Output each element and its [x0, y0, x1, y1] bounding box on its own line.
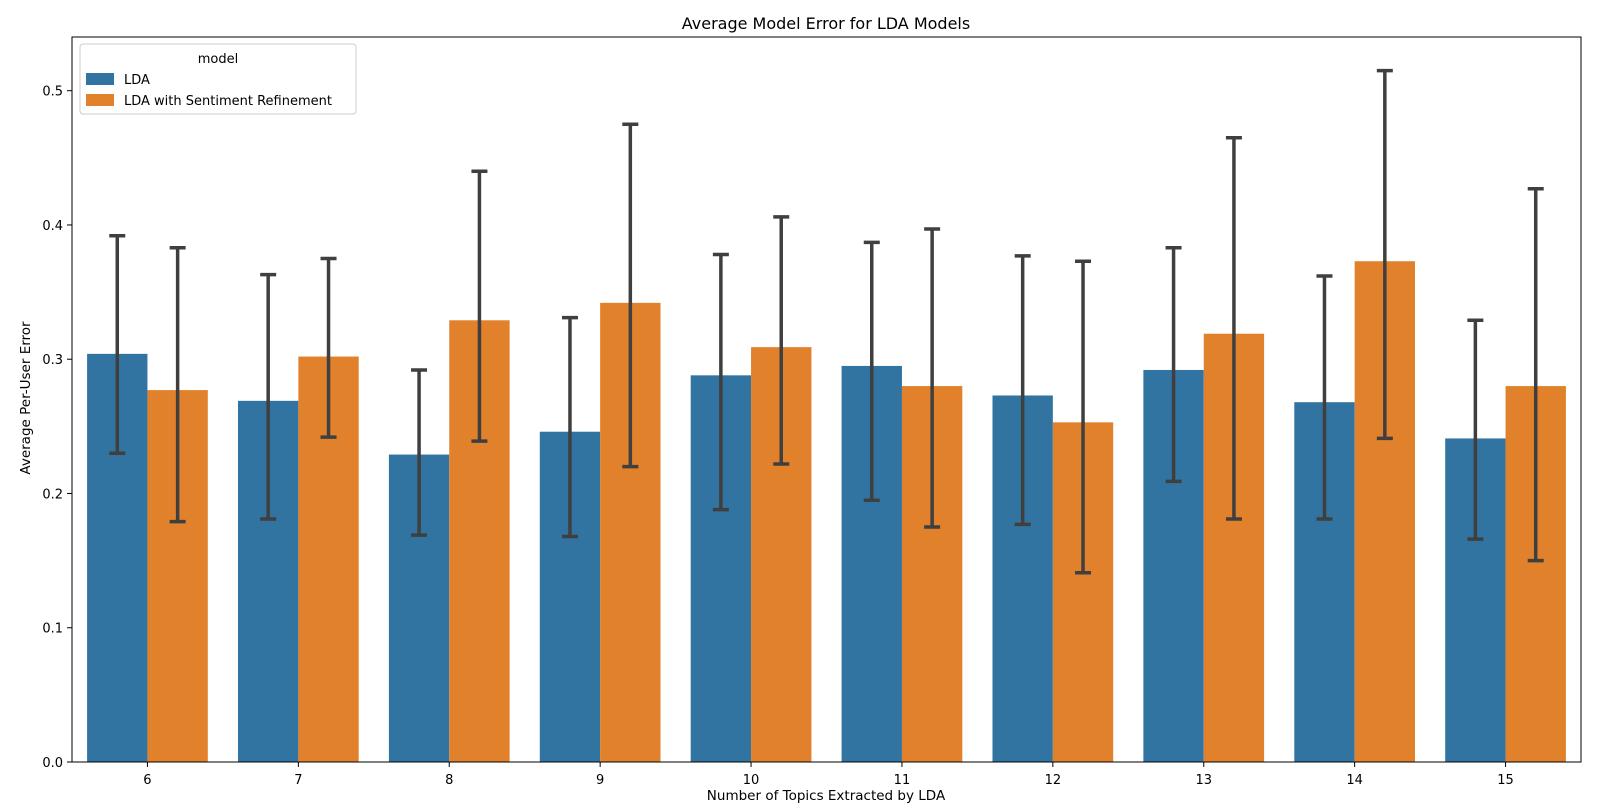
y-tick-label: 0.1: [42, 622, 63, 637]
x-tick-label: 15: [1497, 773, 1514, 788]
y-axis-label: Average Per-User Error: [18, 321, 34, 475]
legend-label: LDA: [124, 73, 150, 88]
y-tick-label: 0.4: [42, 219, 63, 234]
x-tick-label: 12: [1045, 773, 1062, 788]
x-tick-label: 11: [894, 773, 911, 788]
x-tick-label: 7: [294, 773, 302, 788]
x-tick-label: 9: [596, 773, 604, 788]
x-tick-label: 6: [143, 773, 151, 788]
x-tick-label: 13: [1195, 773, 1212, 788]
legend-title: model: [198, 52, 238, 67]
x-axis-label: Number of Topics Extracted by LDA: [707, 788, 946, 804]
y-tick-label: 0.5: [42, 85, 63, 100]
y-tick-label: 0.3: [42, 353, 63, 368]
legend-swatch: [86, 94, 114, 106]
y-tick-label: 0.0: [42, 756, 63, 771]
x-tick-label: 10: [743, 773, 760, 788]
x-tick-label: 8: [445, 773, 453, 788]
y-tick-label: 0.2: [42, 487, 63, 502]
legend-box: [79, 43, 357, 115]
plot-frame: [71, 36, 1582, 763]
x-tick-label: 14: [1346, 773, 1363, 788]
legend-label: LDA with Sentiment Refinement: [124, 94, 332, 109]
legend-swatch: [86, 73, 114, 85]
chart-title: Average Model Error for LDA Models: [682, 14, 970, 33]
